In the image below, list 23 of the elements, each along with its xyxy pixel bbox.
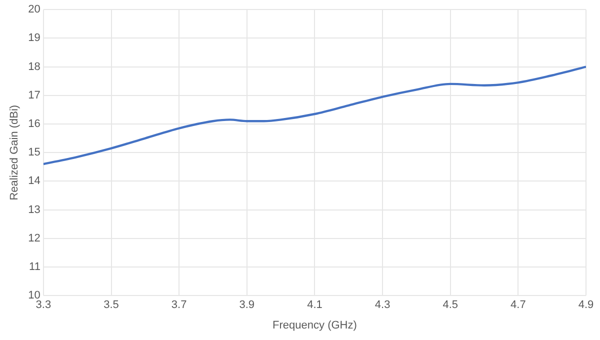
y-tick-label: 18 <box>28 60 40 73</box>
y-tick-label: 13 <box>28 204 40 216</box>
y-tick-label: 17 <box>28 89 40 102</box>
x-tick-label: 3.3 <box>36 299 52 312</box>
line-series <box>43 66 586 166</box>
x-tick-label: 3.9 <box>239 299 255 312</box>
y-tick-label: 14 <box>28 175 40 188</box>
x-tick-label: 4.7 <box>510 299 526 312</box>
y-tick-label: 20 <box>28 4 40 16</box>
x-axis-title: Frequency (GHz) <box>272 319 357 332</box>
y-tick-label: 10 <box>28 290 40 302</box>
x-tick-label: 3.5 <box>104 299 119 312</box>
x-tick-label: 4.5 <box>442 299 458 312</box>
x-tick-label: 3.7 <box>171 299 187 312</box>
x-tick-label: 4.9 <box>578 299 594 312</box>
y-tick-label: 15 <box>28 146 40 159</box>
y-tick-label: 12 <box>28 232 40 244</box>
y-axis-title: Realized Gain (dBi) <box>8 104 21 200</box>
x-tick-label: 4.1 <box>307 299 322 312</box>
y-tick-label: 19 <box>28 32 40 44</box>
y-tick-label: 11 <box>29 261 40 274</box>
x-tick-label: 4.3 <box>374 299 390 312</box>
y-tick-label: 16 <box>28 118 40 130</box>
